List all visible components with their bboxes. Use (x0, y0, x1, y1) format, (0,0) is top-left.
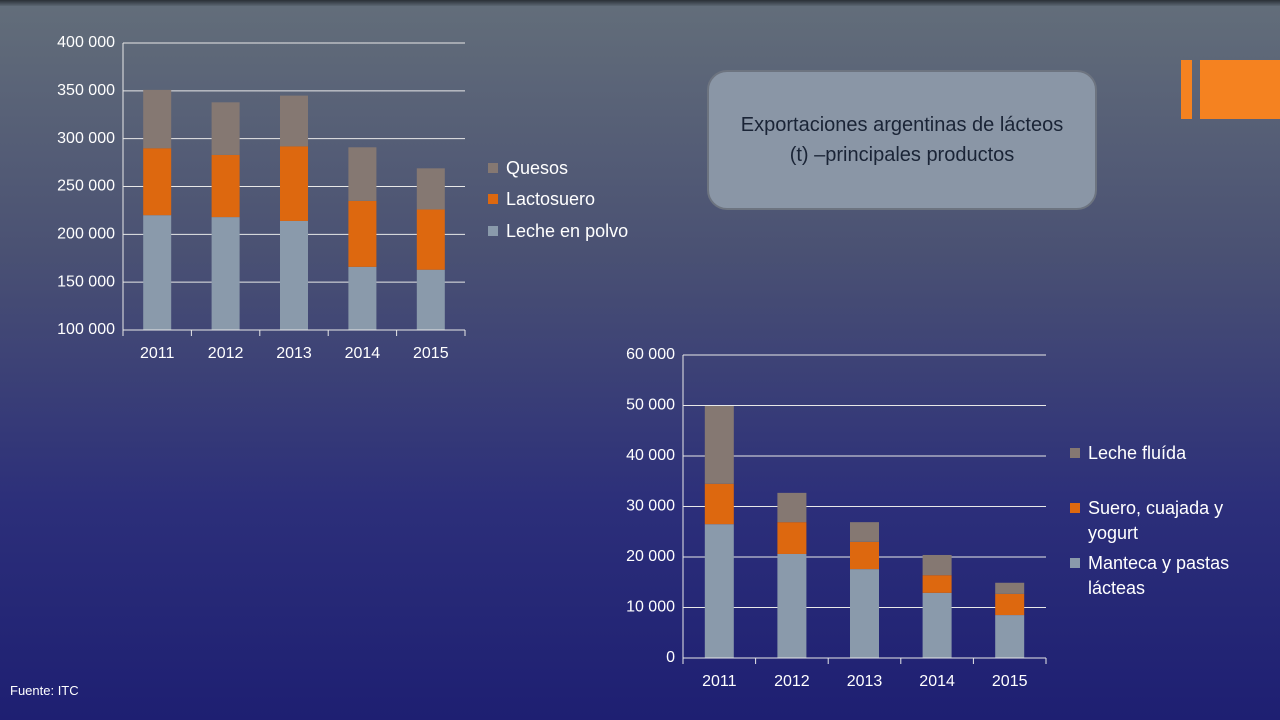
bar-segment (348, 200, 377, 267)
top-bar (0, 0, 1280, 6)
bar-segment (211, 217, 240, 330)
bar-segment (280, 95, 308, 147)
bar-segment (995, 582, 1025, 594)
bar-segment (348, 266, 377, 330)
x-tick-label: 2011 (140, 345, 175, 362)
decoration (1181, 60, 1192, 119)
bar-segment (922, 554, 952, 576)
bar-segment (995, 593, 1025, 616)
legend-entry: Leche en polvo (488, 219, 676, 244)
x-tick-label: 2014 (919, 673, 955, 690)
y-tick-label: 10 000 (626, 599, 675, 616)
bar-segment (211, 154, 240, 218)
x-tick-label: 2012 (774, 673, 810, 690)
slide-title: Exportaciones argentinas de lácteos (t) … (707, 70, 1097, 210)
legend-entry: Lactosuero (488, 187, 676, 212)
y-tick-label: 50 000 (626, 397, 675, 414)
legend-label: Leche fluída (1088, 443, 1187, 463)
bar-segment (416, 168, 445, 210)
legend-label: Suero, cuajada y yogurt (1088, 498, 1224, 543)
bar-segment (280, 146, 308, 221)
x-tick-label: 2013 (847, 673, 883, 690)
legend-label: Manteca y pastas lácteas (1088, 553, 1230, 598)
bar-segment (850, 541, 879, 570)
y-tick-label: 100 000 (57, 321, 115, 338)
bar-segment (704, 483, 734, 525)
legend-entry: Quesos (488, 156, 676, 181)
x-tick-label: 2012 (208, 345, 244, 362)
legend-swatch (1070, 503, 1080, 513)
legend-swatch (1070, 448, 1080, 458)
legend-swatch (1070, 558, 1080, 568)
bar-segment (850, 522, 879, 542)
bar-segment (777, 553, 807, 658)
bars (143, 89, 445, 330)
legend-label: Lactosuero (506, 189, 596, 209)
bar-segment (280, 220, 308, 330)
x-tick-label: 2015 (992, 673, 1028, 690)
bar-segment (211, 102, 240, 155)
y-tick-label: 30 000 (626, 498, 675, 515)
legend-label: Quesos (506, 158, 569, 178)
legend-swatch (488, 226, 498, 236)
bar-segment (850, 569, 879, 658)
x-tick-label: 2013 (276, 345, 312, 362)
bar-segment (416, 269, 445, 330)
x-tick-label: 2015 (413, 345, 449, 362)
bar-segment (143, 215, 172, 330)
bar-segment (777, 522, 807, 554)
y-tick-label: 350 000 (57, 82, 115, 99)
y-tick-label: 0 (666, 649, 675, 666)
bar-segment (143, 148, 172, 216)
y-tick-label: 400 000 (57, 34, 115, 51)
y-tick-label: 300 000 (57, 130, 115, 147)
bar-segment (348, 147, 377, 201)
legend-swatch (488, 163, 498, 173)
bar-segment (922, 592, 952, 658)
y-tick-label: 20 000 (626, 548, 675, 565)
decoration (1200, 60, 1280, 119)
source-note: Fuente: ITC (10, 683, 79, 698)
bar-segment (777, 492, 807, 523)
y-tick-label: 150 000 (57, 273, 115, 290)
legend-label: Leche en polvo (506, 221, 629, 241)
y-tick-label: 200 000 (57, 226, 115, 243)
legend-entry: Suero, cuajada y yogurt (1070, 496, 1258, 546)
bar-segment (704, 406, 734, 484)
legend-entry: Leche fluída (1070, 441, 1258, 466)
y-tick-label: 60 000 (626, 346, 675, 363)
legend-swatch (488, 194, 498, 204)
bar-segment (416, 209, 445, 270)
bar-segment (995, 615, 1025, 658)
y-tick-label: 40 000 (626, 447, 675, 464)
x-tick-label: 2011 (702, 673, 737, 690)
bars (704, 406, 1025, 658)
y-tick-label: 250 000 (57, 178, 115, 195)
legend-entry: Manteca y pastas lácteas (1070, 551, 1258, 601)
bar-segment (922, 575, 952, 593)
bar-segment (143, 89, 172, 149)
x-tick-label: 2014 (345, 345, 381, 362)
bar-segment (704, 524, 734, 658)
